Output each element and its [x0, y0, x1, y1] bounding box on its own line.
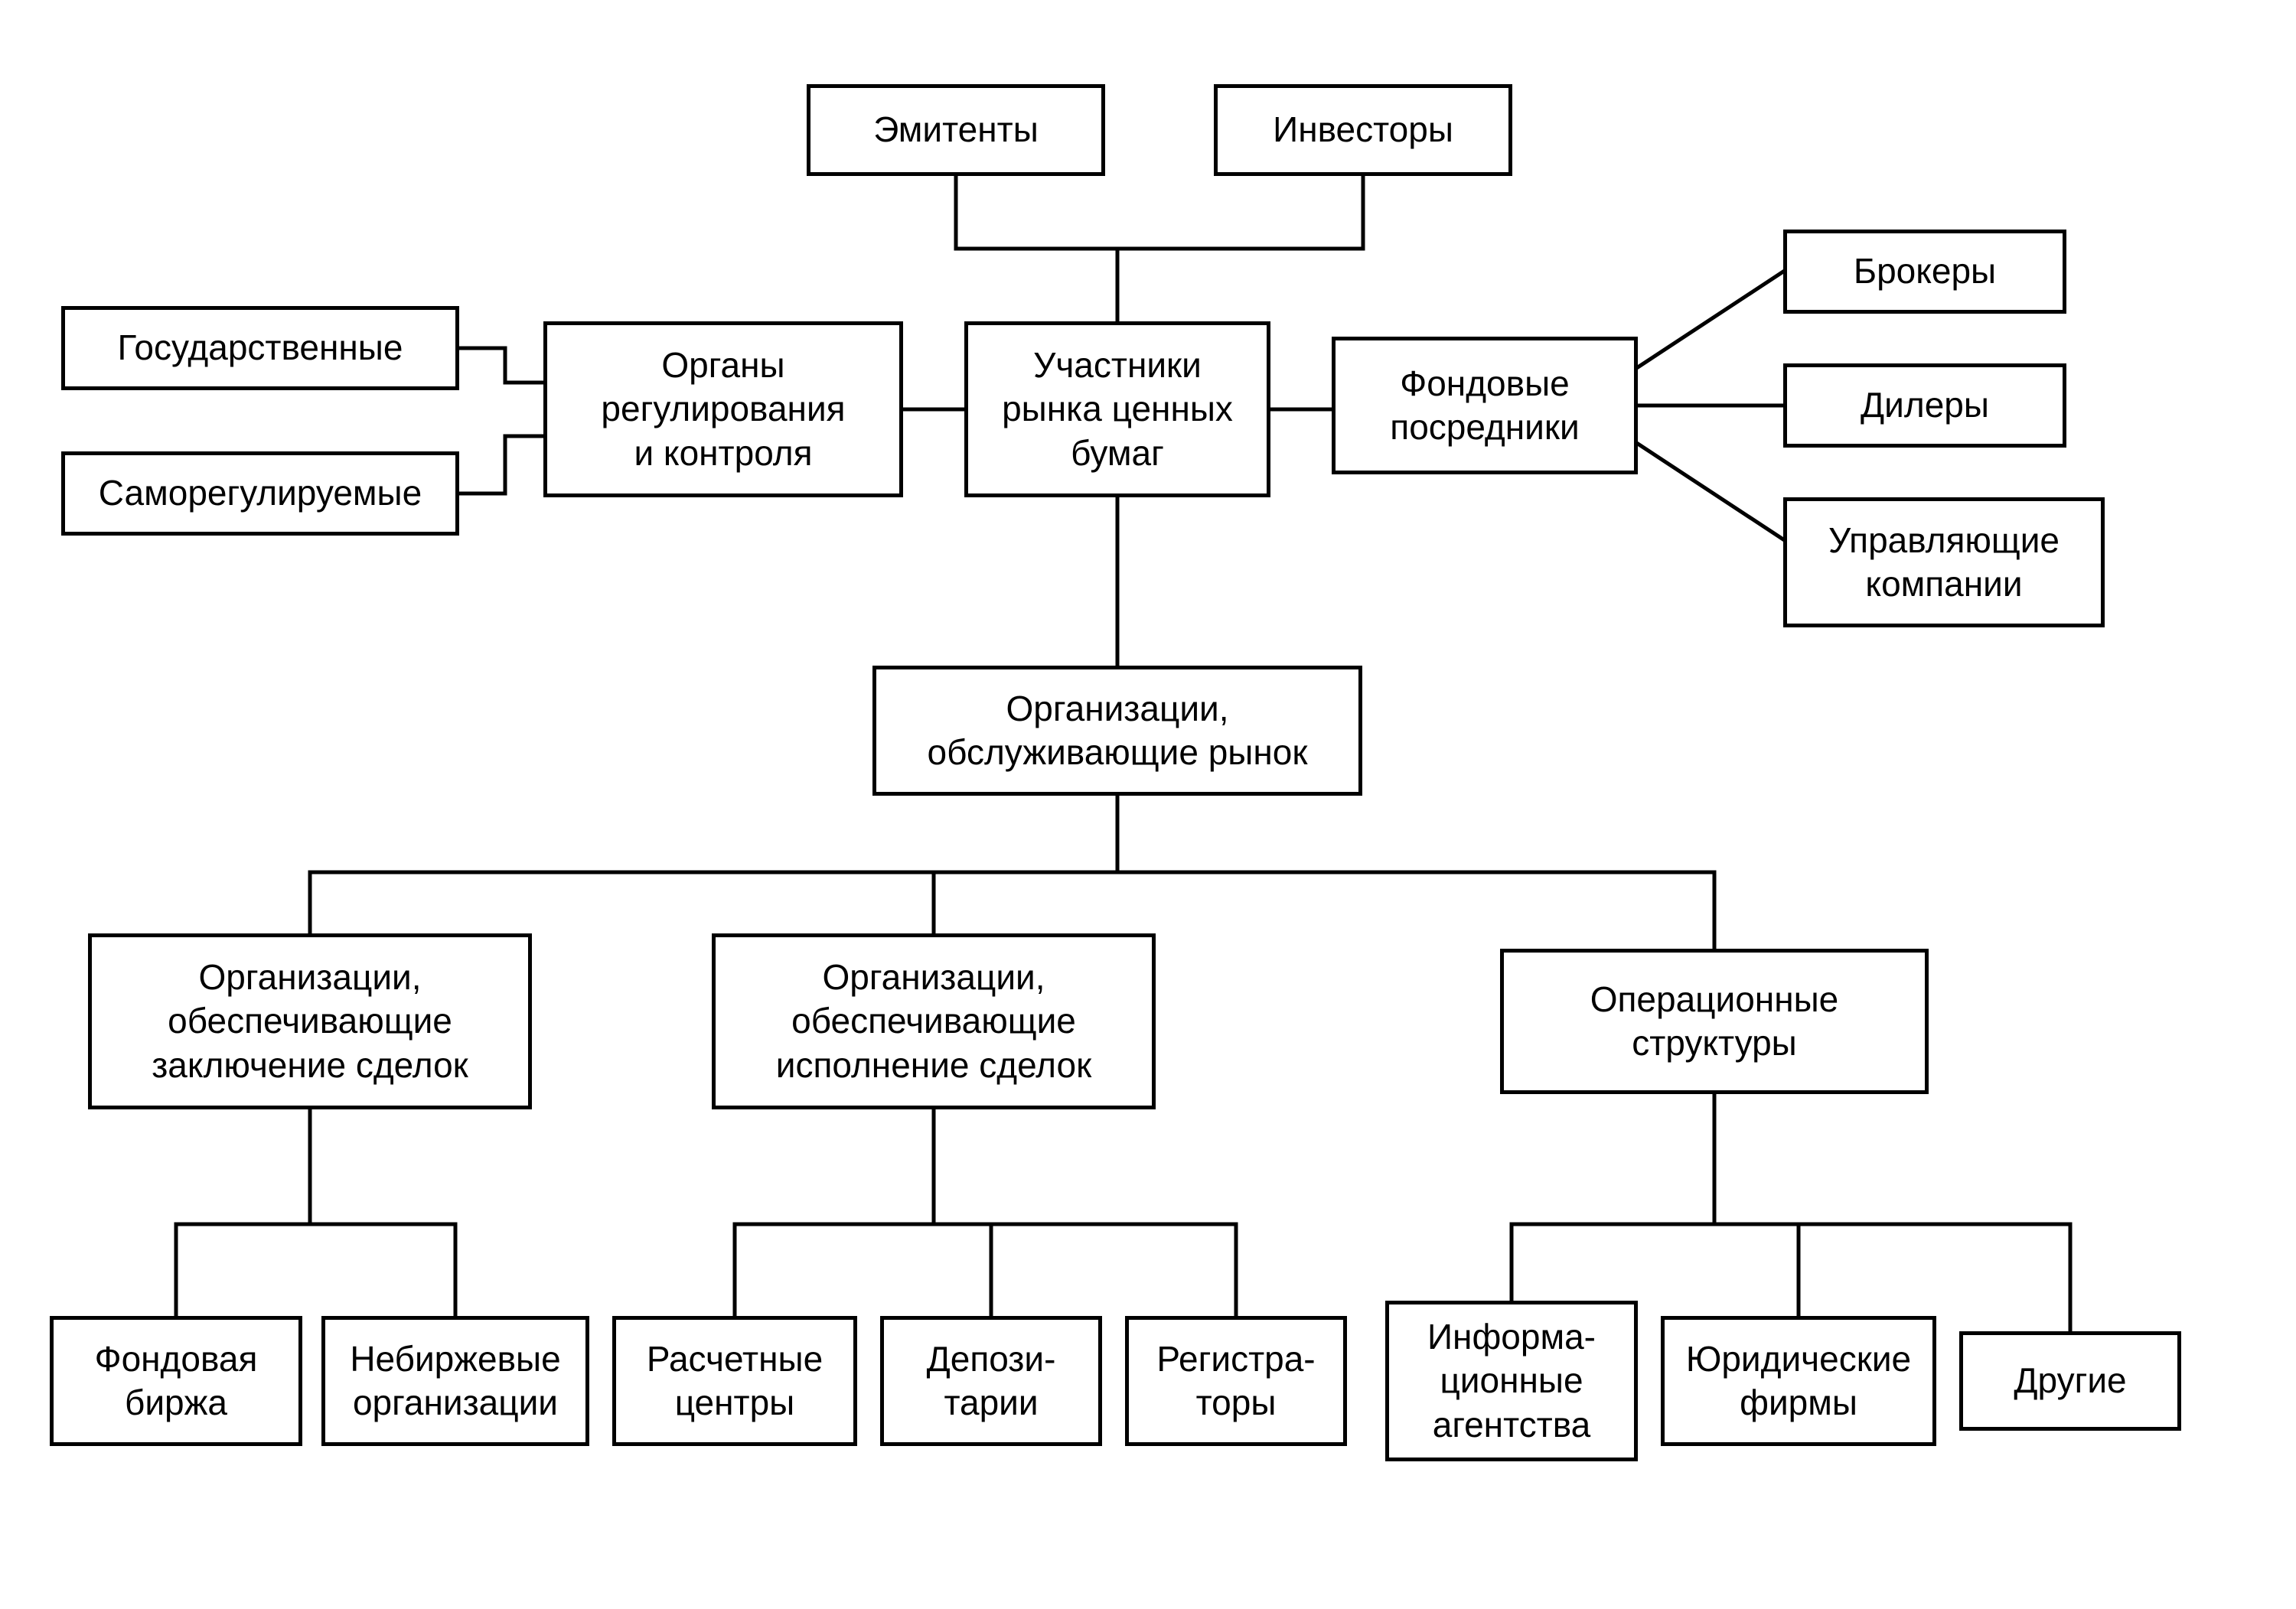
- node-label: Органы регулирования и контроля: [601, 344, 845, 476]
- node-label: Другие: [2014, 1359, 2126, 1403]
- node-registr: Регистра- торы: [1125, 1316, 1347, 1446]
- node-mgmt: Управляющие компании: [1783, 497, 2105, 627]
- node-selfreg: Саморегулируемые: [61, 451, 459, 536]
- node-label: Расчетные центры: [647, 1337, 823, 1425]
- edge: [459, 436, 543, 493]
- node-investors: Инвесторы: [1214, 84, 1512, 176]
- edge: [459, 348, 543, 383]
- node-dealers: Дилеры: [1783, 363, 2066, 448]
- node-brokers: Брокеры: [1783, 230, 2066, 314]
- node-org_exec: Организации, обеспечивающие исполнение с…: [712, 933, 1156, 1109]
- node-label: Юридические фирмы: [1686, 1337, 1911, 1425]
- node-other: Другие: [1959, 1331, 2181, 1431]
- node-label: Информа- ционные агентства: [1427, 1315, 1596, 1448]
- node-org_deals: Организации, обеспечивающие заключение с…: [88, 933, 532, 1109]
- node-label: Операционные структуры: [1590, 978, 1839, 1066]
- node-label: Организации, обеспечивающие исполнение с…: [776, 956, 1091, 1088]
- edge: [956, 176, 1117, 321]
- node-label: Депози- тарии: [927, 1337, 1056, 1425]
- node-otc: Небиржевые организации: [321, 1316, 589, 1446]
- node-label: Дилеры: [1861, 383, 1989, 428]
- edge: [1638, 272, 1783, 367]
- diagram-canvas: Эмитенты Инвесторы Государственные Саморегу…: [0, 0, 2296, 1609]
- node-label: Фондовая биржа: [95, 1337, 258, 1425]
- edge: [1117, 176, 1363, 321]
- node-issuers: Эмитенты: [807, 84, 1105, 176]
- node-law: Юридические фирмы: [1661, 1316, 1936, 1446]
- node-label: Брокеры: [1854, 249, 1996, 294]
- node-interm: Фондовые посредники: [1332, 337, 1638, 474]
- node-center: Участники рынка ценных бумаг: [964, 321, 1270, 497]
- node-label: Небиржевые организации: [350, 1337, 560, 1425]
- node-label: Регистра- торы: [1156, 1337, 1315, 1425]
- node-label: Участники рынка ценных бумаг: [1002, 344, 1233, 476]
- node-label: Фондовые посредники: [1390, 362, 1579, 450]
- node-label: Управляющие компании: [1828, 519, 2060, 607]
- node-label: Государственные: [118, 326, 403, 370]
- node-stockex: Фондовая биржа: [50, 1316, 302, 1446]
- node-infoag: Информа- ционные агентства: [1385, 1301, 1638, 1461]
- node-serviceorg: Организации, обслуживающие рынок: [872, 666, 1362, 796]
- node-label: Организации, обеспечивающие заключение с…: [152, 956, 468, 1088]
- edge: [1638, 444, 1783, 539]
- node-label: Эмитенты: [873, 108, 1039, 152]
- node-regul: Органы регулирования и контроля: [543, 321, 903, 497]
- node-clearing: Расчетные центры: [612, 1316, 857, 1446]
- node-gov: Государственные: [61, 306, 459, 390]
- node-oper: Операционные структуры: [1500, 949, 1929, 1094]
- node-label: Организации, обслуживающие рынок: [928, 687, 1308, 775]
- node-label: Инвесторы: [1273, 108, 1453, 152]
- node-label: Саморегулируемые: [99, 471, 422, 516]
- node-depo: Депози- тарии: [880, 1316, 1102, 1446]
